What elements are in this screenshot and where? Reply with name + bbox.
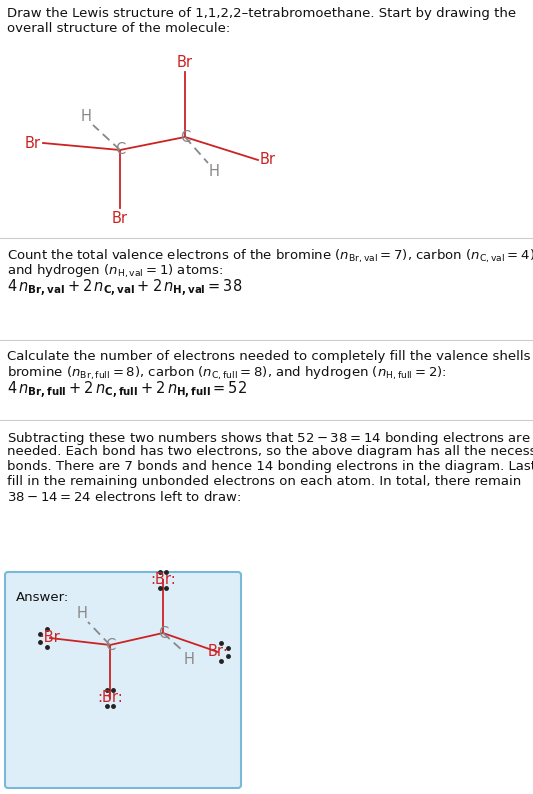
Text: H: H bbox=[81, 109, 92, 124]
Text: C: C bbox=[180, 129, 190, 145]
Text: and hydrogen ($n_{\mathregular{H,val}} = 1$) atoms:: and hydrogen ($n_{\mathregular{H,val}} =… bbox=[7, 263, 223, 280]
Text: Answer:: Answer: bbox=[16, 591, 69, 604]
Text: Br·: Br· bbox=[208, 645, 228, 660]
Text: Count the total valence electrons of the bromine ($n_{\mathregular{Br,val}} = 7$: Count the total valence electrons of the… bbox=[7, 248, 533, 265]
Text: $4\, n_{\mathregular{Br,full}} + 2\, n_{\mathregular{C,full}} + 2\, n_{\mathregu: $4\, n_{\mathregular{Br,full}} + 2\, n_{… bbox=[7, 380, 247, 401]
Text: Br: Br bbox=[177, 55, 193, 70]
Text: needed. Each bond has two electrons, so the above diagram has all the necessary: needed. Each bond has two electrons, so … bbox=[7, 445, 533, 458]
Text: :Br:: :Br: bbox=[97, 691, 123, 706]
Text: H: H bbox=[184, 652, 195, 667]
Text: H: H bbox=[209, 164, 220, 179]
Text: C: C bbox=[115, 142, 125, 157]
Text: overall structure of the molecule:: overall structure of the molecule: bbox=[7, 22, 230, 35]
Text: bonds. There are 7 bonds and hence 14 bonding electrons in the diagram. Lastly,: bonds. There are 7 bonds and hence 14 bo… bbox=[7, 460, 533, 473]
Text: Calculate the number of electrons needed to completely fill the valence shells f: Calculate the number of electrons needed… bbox=[7, 350, 533, 363]
Text: Draw the Lewis structure of 1,1,2,2–tetrabromoethane. Start by drawing the: Draw the Lewis structure of 1,1,2,2–tetr… bbox=[7, 7, 516, 20]
Text: Br: Br bbox=[25, 136, 41, 151]
FancyBboxPatch shape bbox=[5, 572, 241, 788]
Text: :Br:: :Br: bbox=[150, 572, 176, 588]
Text: fill in the remaining unbonded electrons on each atom. In total, there remain: fill in the remaining unbonded electrons… bbox=[7, 475, 521, 488]
Text: bromine ($n_{\mathregular{Br,full}} = 8$), carbon ($n_{\mathregular{C,full}} = 8: bromine ($n_{\mathregular{Br,full}} = 8$… bbox=[7, 365, 447, 382]
Text: C: C bbox=[158, 626, 168, 641]
Text: C: C bbox=[105, 638, 115, 653]
Text: H: H bbox=[76, 606, 87, 621]
Text: Subtracting these two numbers shows that $52 - 38 = 14$ bonding electrons are: Subtracting these two numbers shows that… bbox=[7, 430, 531, 447]
Text: $38 - 14 = 24$ electrons left to draw:: $38 - 14 = 24$ electrons left to draw: bbox=[7, 490, 241, 504]
Text: $4\, n_{\mathregular{Br,val}} + 2\, n_{\mathregular{C,val}} + 2\, n_{\mathregula: $4\, n_{\mathregular{Br,val}} + 2\, n_{\… bbox=[7, 278, 243, 299]
Text: Br: Br bbox=[260, 152, 276, 168]
Text: ·Br: ·Br bbox=[39, 630, 60, 646]
Text: Br: Br bbox=[112, 211, 128, 226]
